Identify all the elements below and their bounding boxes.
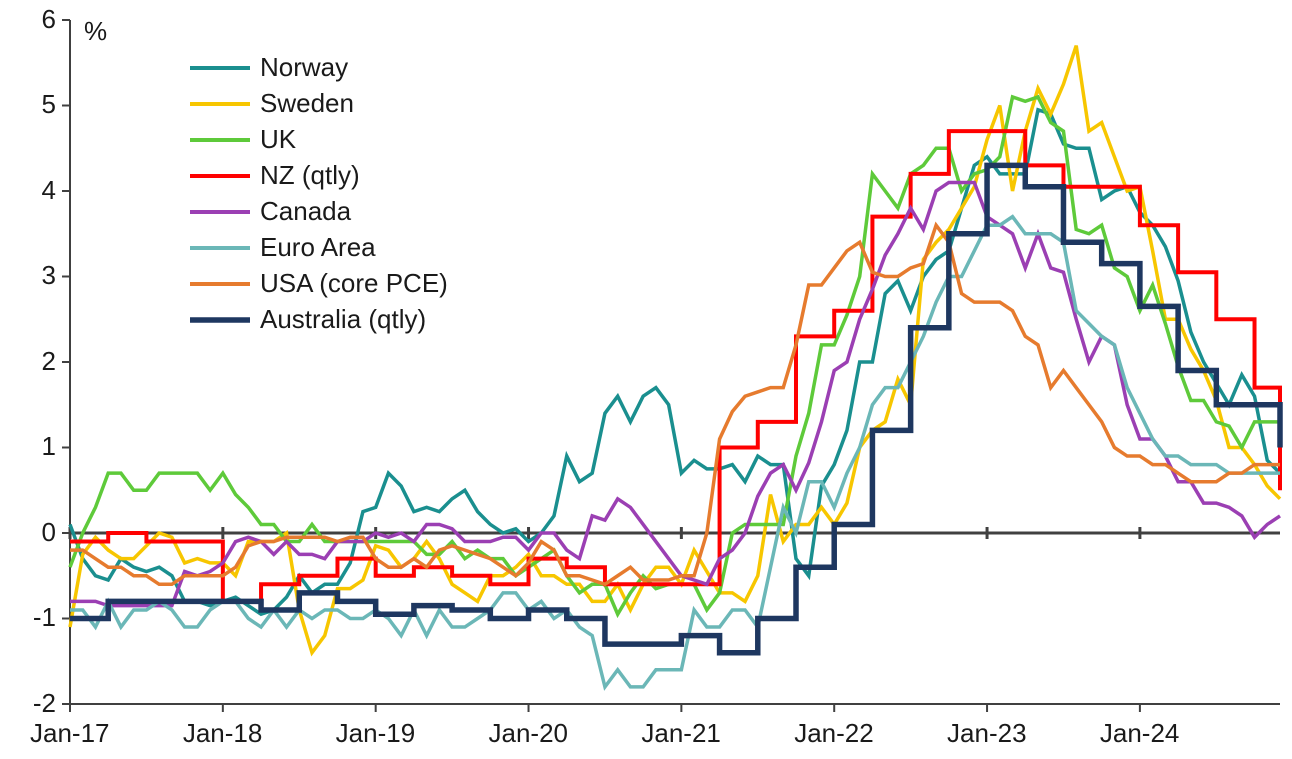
legend-label: Norway bbox=[260, 52, 348, 83]
series-line bbox=[70, 217, 1280, 687]
y-tick-label: -2 bbox=[33, 688, 56, 719]
y-tick-label: 1 bbox=[42, 431, 56, 462]
legend-label: USA (core PCE) bbox=[260, 268, 448, 299]
legend-label: Canada bbox=[260, 196, 351, 227]
x-tick-label: Jan-17 bbox=[30, 718, 110, 749]
y-tick-label: 3 bbox=[42, 260, 56, 291]
series-line bbox=[70, 131, 1280, 601]
y-tick-label: 6 bbox=[42, 4, 56, 35]
line-chart: -2 -1 0 1 2 3 4 5 6% Jan-17 Jan-18 Jan-19 Jan-20 Jan-… bbox=[0, 0, 1292, 759]
x-tick-label: Jan-22 bbox=[794, 718, 874, 749]
x-tick-label: Jan-18 bbox=[183, 718, 263, 749]
series-line bbox=[70, 46, 1280, 653]
y-tick-label: 5 bbox=[42, 89, 56, 120]
x-tick-label: Jan-24 bbox=[1100, 718, 1180, 749]
y-tick-label: 0 bbox=[42, 517, 56, 548]
y-unit-label: % bbox=[84, 16, 107, 47]
legend-label: Sweden bbox=[260, 88, 354, 119]
legend-label: Australia (qtly) bbox=[260, 304, 426, 335]
y-tick-label: -1 bbox=[33, 602, 56, 633]
x-tick-label: Jan-21 bbox=[641, 718, 721, 749]
legend-label: NZ (qtly) bbox=[260, 160, 360, 191]
y-tick-label: 4 bbox=[42, 175, 56, 206]
series-line bbox=[70, 225, 1280, 584]
legend-label: Euro Area bbox=[260, 232, 376, 263]
x-tick-label: Jan-23 bbox=[947, 718, 1027, 749]
x-tick-label: Jan-19 bbox=[336, 718, 416, 749]
x-tick-label: Jan-20 bbox=[489, 718, 569, 749]
legend-label: UK bbox=[260, 124, 296, 155]
y-tick-label: 2 bbox=[42, 346, 56, 377]
